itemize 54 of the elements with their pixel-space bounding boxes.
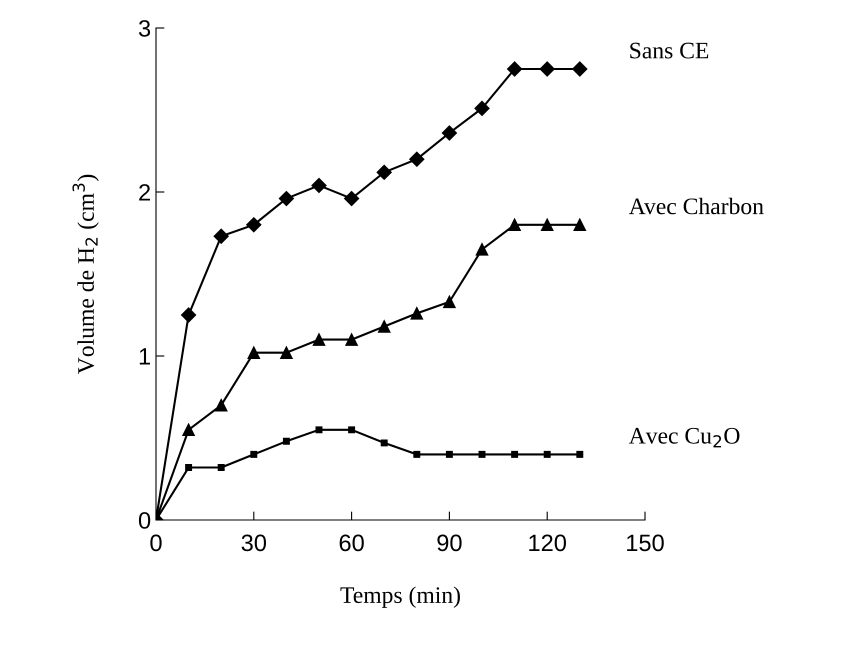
point xyxy=(380,439,388,446)
point xyxy=(278,190,294,206)
point xyxy=(344,190,360,206)
point xyxy=(540,218,554,232)
point xyxy=(312,333,326,346)
series-label: Avec Charbon xyxy=(628,198,764,214)
point xyxy=(442,125,457,141)
series-label: Avec Cu$_{2}$O xyxy=(628,428,740,448)
point xyxy=(214,228,229,244)
x-tick-label: 120 xyxy=(529,534,566,552)
point xyxy=(348,426,356,434)
y-tick-label: 0 xyxy=(138,512,150,529)
point xyxy=(280,346,293,359)
point xyxy=(246,217,262,232)
point xyxy=(478,450,486,458)
point xyxy=(316,426,322,434)
point xyxy=(181,307,196,323)
point xyxy=(443,296,456,308)
x-tick-label: 30 xyxy=(242,534,266,552)
point xyxy=(185,464,192,471)
y-tick-label: 2 xyxy=(139,184,150,201)
point xyxy=(508,218,521,232)
point xyxy=(248,346,260,359)
point xyxy=(476,243,488,256)
point xyxy=(540,61,555,77)
point xyxy=(446,450,453,458)
point xyxy=(376,164,392,180)
x-tick-label: 90 xyxy=(437,534,462,552)
x-tick-label: 0 xyxy=(150,534,162,552)
point xyxy=(507,61,522,77)
series-label: Sans CE xyxy=(630,42,708,59)
x-axis-title: Temps (min) xyxy=(340,586,460,608)
point xyxy=(345,333,358,346)
y-axis-title: Volume de H$_{2}$ (cm$^{3}$) xyxy=(72,174,99,374)
y-tick-label: 1 xyxy=(140,348,150,365)
x-tick-label: 150 xyxy=(627,534,664,552)
point xyxy=(250,450,258,458)
point xyxy=(311,178,327,194)
point xyxy=(572,61,588,77)
x-tick-label: 60 xyxy=(340,534,364,552)
y-tick-label: 3 xyxy=(138,20,150,37)
point xyxy=(282,438,290,445)
point xyxy=(410,307,424,320)
point xyxy=(218,464,225,471)
point xyxy=(182,424,195,436)
point xyxy=(409,152,424,167)
point xyxy=(474,100,490,116)
point xyxy=(544,450,551,458)
point xyxy=(413,450,420,458)
point xyxy=(214,398,228,412)
point xyxy=(576,450,584,458)
point xyxy=(378,320,390,333)
point xyxy=(574,218,586,232)
point xyxy=(511,450,518,458)
